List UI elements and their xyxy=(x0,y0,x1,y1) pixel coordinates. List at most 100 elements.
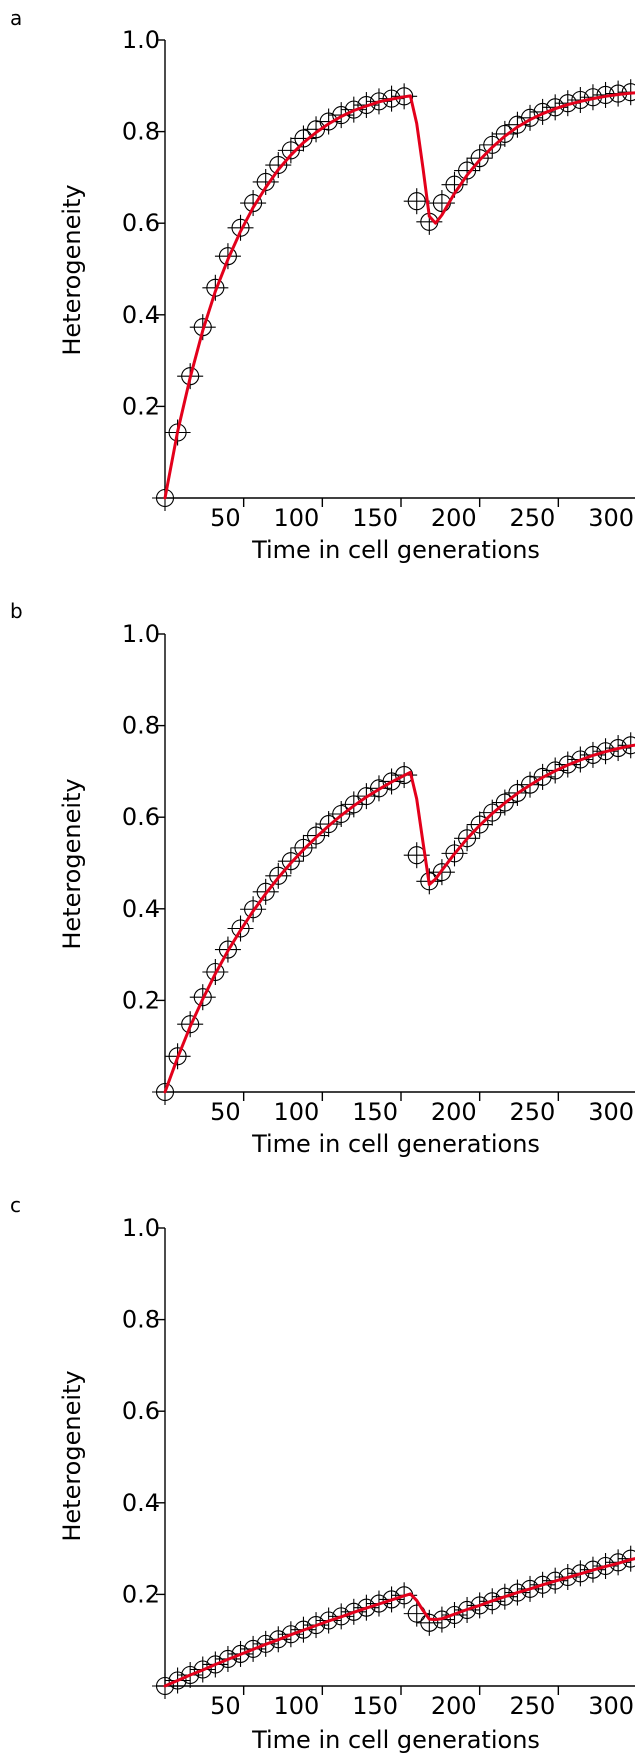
x-tick-label: 50 xyxy=(210,1098,241,1126)
data-point-circle xyxy=(256,1634,275,1653)
data-point-circle xyxy=(244,1639,263,1658)
data-point-circle xyxy=(155,1676,175,1696)
fit-line xyxy=(163,743,635,1094)
y-axis-title: Heterogeneity xyxy=(58,184,86,355)
data-point-circle xyxy=(508,1583,527,1602)
data-point-circle xyxy=(181,1665,200,1685)
data-point-circle xyxy=(596,1556,615,1576)
panel-a: a Heterogeneity Time in cell generations… xyxy=(10,6,635,564)
data-point-circle xyxy=(244,193,263,213)
data-point-circle xyxy=(206,1655,225,1674)
data-point xyxy=(240,190,267,217)
data-point-circle xyxy=(231,1644,250,1663)
data-point xyxy=(315,108,342,135)
data-point-circle xyxy=(571,1564,590,1583)
x-tick-label: 300 xyxy=(588,1692,634,1720)
data-point-circle xyxy=(483,1592,502,1611)
data-point xyxy=(265,152,292,179)
data-point-circle xyxy=(395,766,414,785)
data-point-circle xyxy=(571,750,590,769)
data-point-circle xyxy=(193,1660,212,1679)
panel-letter: b xyxy=(10,599,23,623)
data-point-circle xyxy=(344,1602,363,1621)
x-tick-label: 50 xyxy=(210,1692,241,1720)
data-point-circle xyxy=(231,919,250,938)
data-point-circle xyxy=(332,804,351,824)
data-point xyxy=(403,188,430,215)
data-point-circle xyxy=(155,1082,175,1102)
data-point-circle xyxy=(344,100,363,119)
x-tick-label: 250 xyxy=(510,1692,556,1720)
data-point-circle xyxy=(495,793,514,812)
y-tick-label: 0.4 xyxy=(122,301,160,329)
data-point-circle xyxy=(294,838,313,857)
y-tick-label: 1.0 xyxy=(122,26,160,54)
data-point-circle xyxy=(294,129,313,148)
x-tick-label: 200 xyxy=(431,1098,477,1126)
data-point-circle xyxy=(546,761,565,780)
y-tick-label: 0.2 xyxy=(122,1580,160,1608)
data-point-circle xyxy=(319,1611,338,1630)
data-point-circle xyxy=(445,1605,464,1625)
x-tick-label: 100 xyxy=(274,1098,320,1126)
fit-line xyxy=(163,91,635,500)
panel-c: c Heterogeneity Time in cell generations… xyxy=(10,1193,635,1754)
data-point-circle xyxy=(458,161,477,180)
x-tick-label: 200 xyxy=(431,1692,477,1720)
x-tick-label: 300 xyxy=(588,504,634,532)
data-point xyxy=(277,137,304,164)
data-point-circle xyxy=(533,1575,552,1594)
data-point xyxy=(227,214,254,241)
data-point-circle xyxy=(470,149,489,168)
data-point-circle xyxy=(432,863,451,882)
data-point-circle xyxy=(520,108,540,127)
data-point xyxy=(517,104,544,131)
data-point-circle xyxy=(395,87,414,106)
y-tick-label: 1.0 xyxy=(122,620,160,648)
x-tick-label: 200 xyxy=(431,504,477,532)
y-tick-label: 1.0 xyxy=(122,1214,160,1242)
data-point-circle xyxy=(583,745,602,764)
y-axis-title: Heterogeneity xyxy=(58,778,86,949)
data-point-circle xyxy=(483,803,502,822)
x-tick-label: 250 xyxy=(510,1098,556,1126)
data-point-circle xyxy=(168,423,187,442)
data-point-circle xyxy=(319,815,338,834)
data-point-circle xyxy=(495,1587,514,1606)
data-point-circle xyxy=(206,278,225,297)
data-point-circle xyxy=(621,1549,635,1568)
data-point-circle xyxy=(520,1579,540,1598)
data-point xyxy=(454,157,481,184)
data-point-circle xyxy=(407,192,426,211)
data-point-circle xyxy=(470,815,489,834)
data-point-circle xyxy=(244,900,263,919)
data-point-circle xyxy=(181,1015,200,1034)
data-point-circle xyxy=(269,866,288,885)
y-tick-label: 0.8 xyxy=(122,1306,160,1334)
data-point xyxy=(529,98,556,125)
data-point-circle xyxy=(218,1649,237,1669)
x-tick-label: 300 xyxy=(588,1098,634,1126)
data-point-circle xyxy=(382,1590,401,1609)
data-point-circle xyxy=(269,1630,288,1649)
data-point-circle xyxy=(181,367,200,386)
data-point-circle xyxy=(193,988,212,1007)
y-axis-title: Heterogeneity xyxy=(58,1370,86,1541)
data-point-circle xyxy=(621,83,635,102)
x-tick-label: 50 xyxy=(210,504,241,532)
data-point-circle xyxy=(332,106,351,125)
y-tick-label: 0.2 xyxy=(122,986,160,1014)
data-point-circle xyxy=(596,742,615,761)
data-point-circle xyxy=(294,1620,313,1639)
data-point-circle xyxy=(231,218,250,237)
data-point-circle xyxy=(420,1613,439,1632)
data-point-circle xyxy=(168,1047,187,1066)
data-point-circle xyxy=(306,826,326,845)
x-axis-title: Time in cell generations xyxy=(251,1130,540,1158)
data-point-circle xyxy=(218,940,237,959)
x-axis-title: Time in cell generations xyxy=(251,1726,540,1754)
data-point-circle xyxy=(281,141,300,160)
data-point-circle xyxy=(168,1671,187,1690)
data-point-circle xyxy=(621,736,635,755)
